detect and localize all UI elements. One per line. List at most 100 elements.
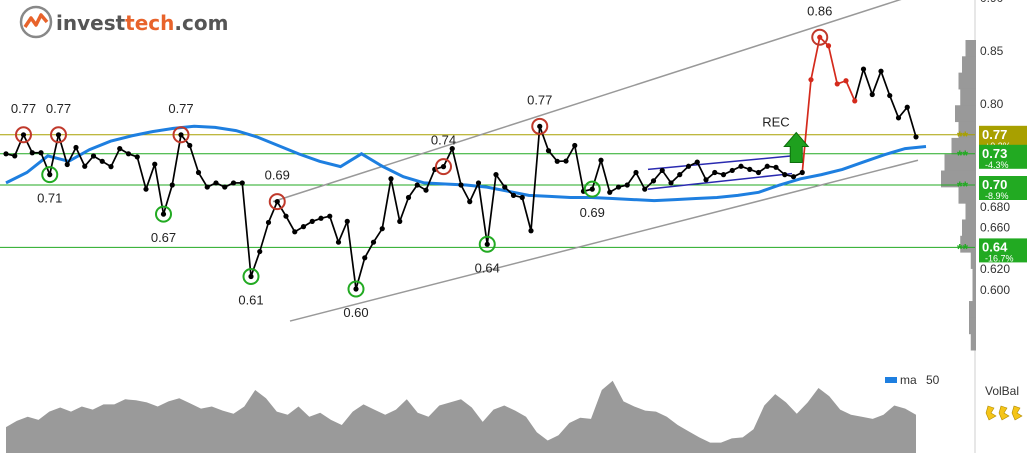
level-value: 0.64 [982, 239, 1008, 254]
y-tick-label: 0.90 [980, 0, 1004, 5]
price-segment [573, 145, 585, 192]
support-resistance-badges: 0.770.77+0.3%**0.730.73-4.3%**0.700.70-8… [957, 125, 1027, 263]
price-point [152, 161, 158, 167]
price-label: 0.69 [265, 168, 290, 183]
price-point [169, 182, 175, 188]
price-segment [538, 126, 550, 151]
level-pct: -4.3% [985, 160, 1009, 170]
price-point [12, 153, 18, 159]
price-point [782, 172, 788, 178]
logo[interactable]: investtech.com [19, 5, 228, 39]
volume-area [6, 380, 916, 453]
price-point [55, 132, 62, 138]
price-label: 0.60 [343, 305, 368, 320]
price-segment [75, 147, 86, 167]
price-label: 0.77 [168, 101, 193, 116]
legend-ma-label: ma [900, 373, 917, 387]
volbal-bar [972, 268, 976, 286]
price-point [607, 189, 613, 195]
price-point [729, 167, 735, 174]
price-point [178, 132, 184, 138]
price-segment [346, 221, 357, 290]
price-point [545, 148, 552, 154]
ma50-path [5, 124, 927, 203]
price-point [817, 34, 823, 40]
price-label: 0.67 [151, 230, 176, 245]
price-point [239, 180, 245, 186]
price-segment [13, 134, 25, 157]
logo-text-a: invest [56, 11, 126, 35]
price-segment [442, 148, 454, 167]
price-point [860, 66, 867, 72]
price-segment [801, 79, 812, 173]
price-point [615, 184, 622, 190]
price-point [440, 164, 447, 170]
price-point [117, 146, 123, 152]
price-segment [888, 95, 900, 119]
volbal-bar [962, 219, 976, 237]
price-point [335, 239, 342, 245]
pivot-circle [531, 117, 549, 135]
price-point [274, 199, 280, 205]
price-point [160, 211, 167, 217]
price-segment [188, 145, 200, 173]
price-segment [267, 201, 279, 223]
price-point [99, 158, 105, 164]
price-segment [398, 197, 410, 222]
support-resistance-lines [0, 134, 975, 248]
legend-ma-swatch [885, 377, 897, 383]
wedge-upper [647, 155, 793, 171]
y-tick-label: 0.660 [980, 221, 1010, 235]
price-segment [827, 45, 839, 85]
price-point [703, 177, 709, 183]
volbal-bar [951, 137, 976, 155]
rec-label: REC [762, 115, 789, 130]
price-segment [530, 126, 541, 231]
volbal-bar [958, 72, 976, 90]
price-segment [486, 174, 497, 245]
price-point [125, 151, 132, 157]
level-value: 0.70 [982, 177, 1007, 192]
price-point [20, 132, 27, 138]
rec-arrow-icon [783, 131, 810, 164]
price-point [510, 192, 517, 198]
level-value: 0.77 [982, 127, 1007, 142]
price-point [598, 157, 604, 163]
price-point [327, 213, 333, 219]
price-point [878, 68, 884, 74]
price-point [738, 163, 744, 169]
price-point [650, 178, 657, 184]
price-point [143, 186, 149, 192]
pivot-circle [155, 205, 172, 223]
price-label: 0.69 [580, 205, 605, 220]
price-label: 0.64 [475, 260, 500, 275]
logo-ring-icon [19, 5, 53, 39]
price-segment [57, 134, 69, 165]
price-point [248, 273, 254, 280]
volbal-panel[interactable]: VolBal [985, 384, 1023, 421]
price-segment [521, 197, 532, 231]
price-segment [696, 161, 707, 181]
price-point [825, 43, 832, 49]
price-point [642, 186, 648, 192]
price-point [38, 150, 44, 156]
price-segment [328, 215, 340, 243]
price-point [528, 228, 534, 234]
volbal-bar [965, 203, 976, 220]
price-point [887, 92, 893, 99]
volbal-bar [969, 301, 976, 318]
price-line [3, 34, 919, 292]
price-segment [591, 159, 602, 190]
logo-text-b: tech [125, 11, 174, 35]
rec-signal: REC [762, 115, 810, 164]
price-point [414, 182, 420, 188]
volbal-bar [944, 154, 976, 172]
price-point [134, 154, 140, 160]
y-tick-label: 0.680 [980, 200, 1010, 214]
pivot-circle [242, 268, 260, 286]
price-point [309, 218, 315, 224]
price-point [204, 184, 210, 190]
price-label: 0.86 [807, 3, 832, 18]
level-pct: -16.7% [985, 253, 1014, 263]
price-point [685, 163, 692, 169]
